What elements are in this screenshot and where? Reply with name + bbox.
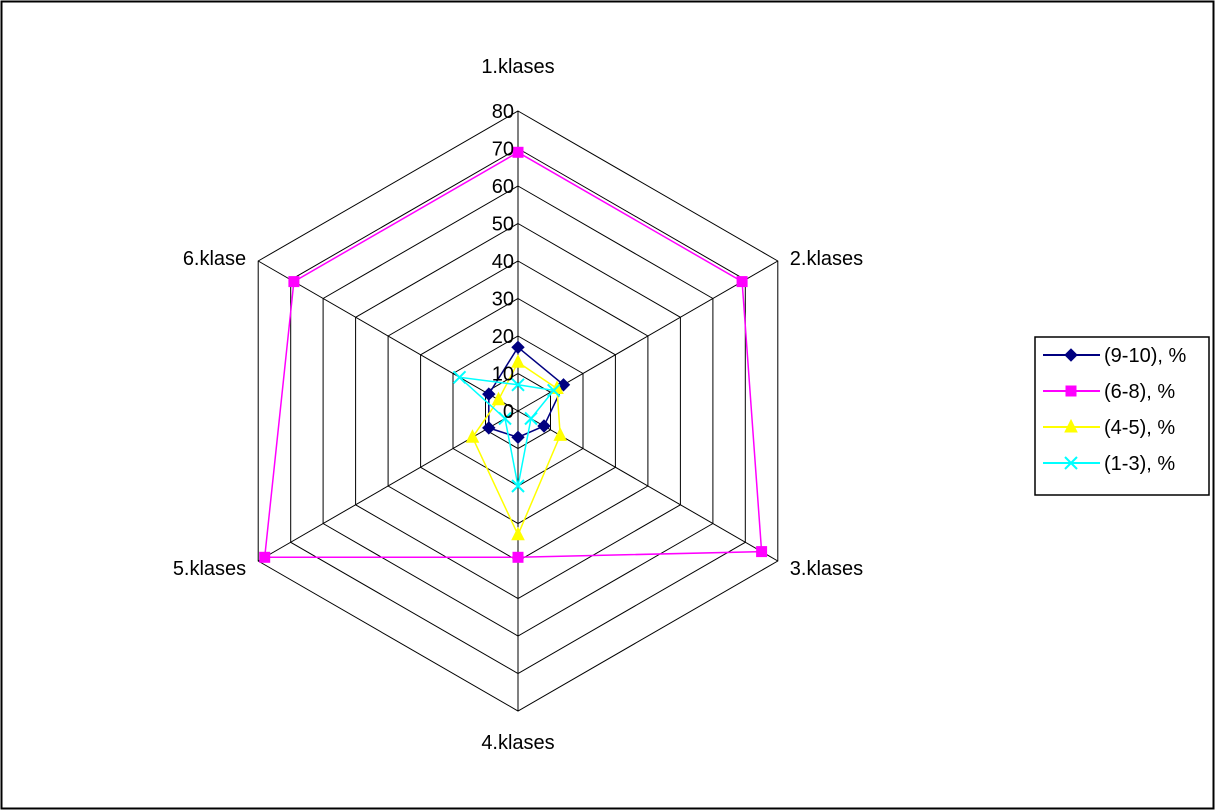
- data-point: [512, 551, 524, 563]
- legend: (9-10), % (6-8), % (4-5), % (1-3), %: [1034, 336, 1210, 496]
- data-point: [491, 391, 506, 406]
- legend-label: (6-8), %: [1104, 381, 1175, 403]
- series-layer: [259, 146, 768, 563]
- series-0: [482, 340, 571, 445]
- legend-item: (4-5), %: [1043, 417, 1175, 439]
- legend-label: (4-5), %: [1104, 417, 1175, 439]
- data-point: [756, 546, 768, 558]
- axis-tick-label: 80: [492, 101, 514, 123]
- data-point: [482, 421, 496, 435]
- data-point: [259, 551, 271, 563]
- legend-box: [1034, 336, 1210, 496]
- series-1: [259, 146, 768, 563]
- category-label: 3.klases: [790, 558, 863, 580]
- data-point: [288, 276, 300, 288]
- axis-tick-label: 30: [492, 289, 514, 311]
- legend-item: (6-8), %: [1043, 381, 1175, 403]
- data-point: [511, 430, 525, 445]
- legend-marker: [1064, 418, 1078, 433]
- axis-tick-labels: 0 10 20 30 40 50 60 70 80: [492, 101, 514, 423]
- legend-marker: [1064, 348, 1078, 362]
- series-3: [452, 370, 561, 493]
- axis-tick-label: 40: [492, 251, 514, 273]
- data-point: [511, 479, 525, 493]
- data-point: [537, 419, 551, 433]
- data-point: [511, 378, 525, 392]
- data-point: [452, 370, 467, 385]
- data-point: [511, 340, 525, 355]
- grid-spoke: [257, 260, 519, 412]
- data-point: [553, 427, 568, 441]
- data-point: [512, 146, 524, 158]
- legend-label: (1-3), %: [1104, 453, 1175, 475]
- legend-marker: [1065, 385, 1077, 397]
- data-point: [482, 387, 496, 401]
- axis-tick-label: 10: [492, 364, 514, 386]
- category-label: 5.klases: [173, 558, 246, 580]
- data-point: [524, 411, 538, 426]
- category-label: 4.klases: [481, 732, 554, 754]
- data-point: [736, 276, 748, 288]
- axis-tick-label: 60: [492, 176, 514, 198]
- axis-tick-label: 20: [492, 326, 514, 348]
- data-point: [546, 383, 561, 398]
- data-point: [498, 411, 512, 426]
- data-point: [511, 354, 525, 368]
- category-label: 2.klases: [790, 248, 863, 270]
- category-label: 6.klase: [183, 248, 246, 270]
- axis-tick-label: 50: [492, 214, 514, 236]
- data-point: [465, 429, 480, 443]
- legend-label: (9-10), %: [1104, 345, 1186, 367]
- axis-tick-label: 0: [503, 401, 514, 423]
- data-point: [511, 526, 525, 541]
- legend-item: (1-3), %: [1043, 453, 1175, 475]
- legend-marker: [1064, 456, 1078, 470]
- category-label: 1.klases: [481, 56, 554, 78]
- category-labels: 1.klases 2.klases 3.klases 4.klases 5.klases…: [173, 56, 863, 754]
- axis-tick-label: 70: [492, 139, 514, 161]
- legend-item: (9-10), %: [1043, 345, 1186, 367]
